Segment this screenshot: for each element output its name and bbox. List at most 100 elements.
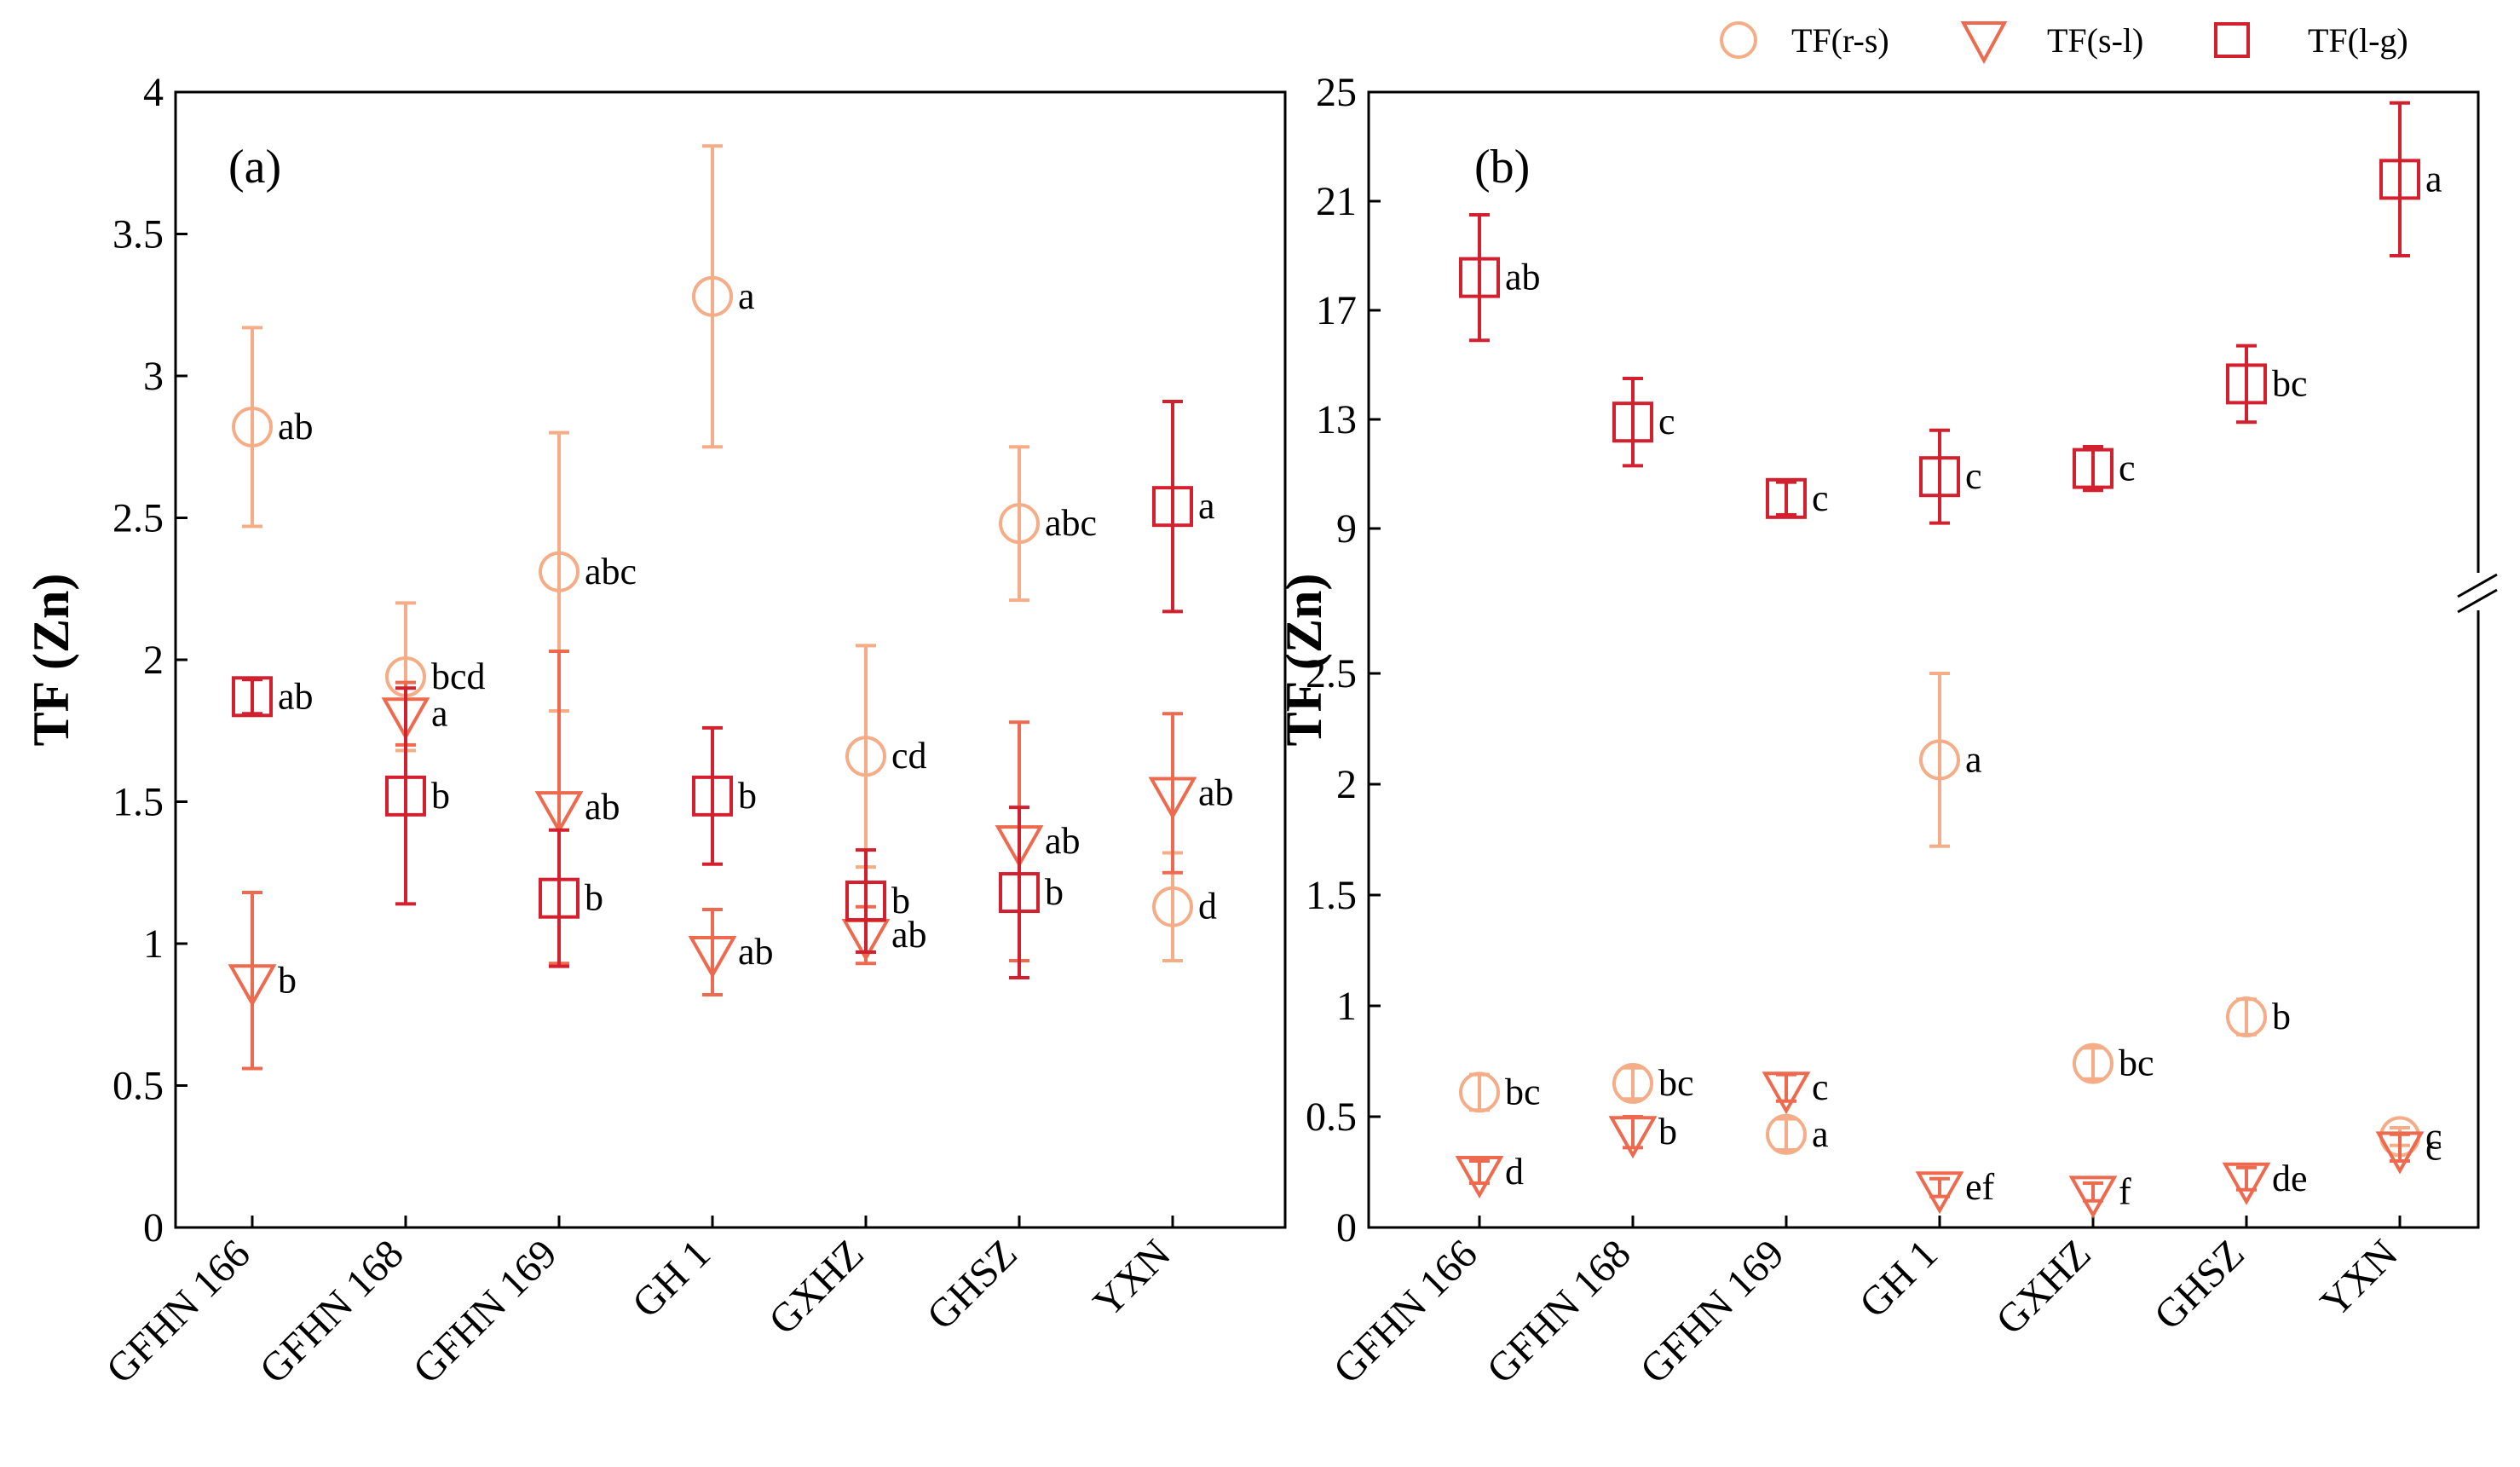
panel-b: (b) TF (Zn) 0 0.5 1 1.5 2 2.5 9 13 17 21 25 GFHN 1… bbox=[1276, 70, 2498, 1393]
tf-l-g--point bbox=[692, 775, 733, 817]
tf-s-l--letter: ef bbox=[1965, 1166, 1995, 1208]
x-tick-label: GH 1 bbox=[1851, 1231, 1946, 1326]
tf-r-s--point bbox=[999, 503, 1040, 545]
panel-b-ylabel: TF (Zn) bbox=[1276, 574, 1332, 747]
tf-r-s--letter: abc bbox=[1045, 502, 1097, 544]
tf-r-s--letter: cd bbox=[891, 735, 927, 777]
tf-l-g--letter: ab bbox=[278, 675, 314, 717]
tf-r-s--letter: ab bbox=[278, 406, 314, 448]
x-tick-label: GFHN 166 bbox=[1324, 1231, 1485, 1392]
x-tick-label: GFHN 168 bbox=[251, 1231, 412, 1392]
x-tick-label: GFHN 166 bbox=[97, 1231, 258, 1392]
y-tick-label: 2 bbox=[1336, 762, 1357, 807]
tf-l-g--point bbox=[999, 872, 1040, 914]
tf-l-g--letter: b bbox=[431, 775, 450, 817]
tf-s-l--point bbox=[1915, 1171, 1964, 1215]
tf-r-s--point bbox=[1459, 1071, 1500, 1113]
tf-l-g--letter: c bbox=[2119, 448, 2136, 489]
tf-l-g--letter: c bbox=[1965, 455, 1982, 497]
panel-b-y-axis: 0 0.5 1 1.5 2 2.5 9 13 17 21 25 bbox=[1306, 70, 1381, 1250]
tf-s-l--letter: a bbox=[431, 692, 448, 734]
panel-a: (a) TF (Zn) 00.511.522.533.54 GFHN 166GF… bbox=[23, 70, 1287, 1393]
tf-s-l--letter: ab bbox=[1198, 772, 1234, 814]
tf-r-s--letter: bc bbox=[2119, 1042, 2154, 1084]
tf-r-s--letter: a bbox=[1812, 1113, 1829, 1155]
legend-sl-marker bbox=[1960, 21, 2008, 65]
tf-l-g--point bbox=[1459, 257, 1500, 298]
panel-a-y-axis: 0 0.5 1 1.5 2 2.5 3 3.5 4 bbox=[112, 70, 187, 1250]
tf-l-g--point bbox=[1766, 477, 1807, 519]
tf-r-s--letter: b bbox=[2272, 996, 2291, 1037]
tf-s-l--point bbox=[688, 935, 737, 979]
tf-s-l--point bbox=[2222, 1162, 2271, 1205]
y-tick-label: 1.5 bbox=[1306, 873, 1357, 918]
tf-l-g--point bbox=[2226, 363, 2267, 405]
tf-l-g--letter: b bbox=[1045, 871, 1064, 913]
tf-s-l--letter: c bbox=[1812, 1066, 1829, 1108]
tf-r-s--point bbox=[845, 736, 886, 777]
y-tick-label: 2.5 bbox=[1306, 651, 1357, 696]
panel-b-tag: (b) bbox=[1474, 141, 1530, 193]
y-tick-label: 0.5 bbox=[1306, 1094, 1357, 1140]
x-tick-label: GHSZ bbox=[919, 1231, 1026, 1338]
legend-sl-label: TF(s-l) bbox=[2047, 21, 2143, 60]
tf-l-g--point bbox=[385, 775, 426, 817]
tf-s-l--letter: b bbox=[278, 959, 297, 1001]
tf-l-g--point bbox=[539, 877, 580, 919]
y-tick-label: 2 bbox=[143, 638, 164, 683]
tf-l-g--point bbox=[2379, 159, 2420, 200]
tf-r-s--point bbox=[1919, 739, 1960, 781]
y-tick-label: 3 bbox=[143, 354, 164, 399]
tf-r-s--point bbox=[692, 275, 733, 317]
y-tick-label: 0 bbox=[1336, 1205, 1357, 1250]
legend-rs-marker bbox=[1720, 21, 1757, 59]
tf-s-l--point bbox=[1148, 777, 1197, 820]
tf-l-g--letter: c bbox=[1812, 477, 1829, 519]
tf-s-l--letter: de bbox=[2272, 1158, 2308, 1199]
x-tick-label: YXN bbox=[1085, 1231, 1179, 1325]
tf-r-s--point bbox=[232, 406, 273, 448]
tf-s-l--point bbox=[228, 964, 277, 1008]
x-tick-label: GH 1 bbox=[624, 1231, 719, 1326]
tf-r-s--letter: abc bbox=[585, 551, 637, 592]
y-tick-label: 1 bbox=[1336, 984, 1357, 1029]
tf-s-l--letter: ab bbox=[891, 914, 927, 956]
legend-lg-marker bbox=[2214, 22, 2250, 58]
tf-s-l--point bbox=[534, 791, 584, 835]
tf-s-l--letter: f bbox=[2119, 1170, 2131, 1212]
tf-r-s--point bbox=[1766, 1113, 1807, 1155]
tf-r-s--point bbox=[2073, 1042, 2113, 1084]
tf-r-s--point bbox=[539, 551, 580, 592]
tf-r-s--letter: c bbox=[2425, 1115, 2442, 1157]
tf-l-g--point bbox=[1612, 401, 1653, 443]
tf-l-g--letter: b bbox=[585, 877, 603, 919]
tf-l-g--letter: ab bbox=[1505, 257, 1541, 298]
tf-r-s--point bbox=[1152, 886, 1193, 927]
axis-break-mark bbox=[2457, 573, 2498, 614]
tf-l-g--letter: c bbox=[1658, 401, 1675, 442]
y-tick-label: 4 bbox=[143, 70, 164, 115]
tf-r-s--letter: bc bbox=[1658, 1062, 1694, 1104]
tf-s-l--letter: ab bbox=[1045, 820, 1081, 862]
panel-b-frame bbox=[1367, 90, 2480, 1229]
x-tick-label: GXHZ bbox=[760, 1231, 873, 1343]
x-tick-label: GHSZ bbox=[2146, 1231, 2253, 1338]
tf-r-s--letter: bc bbox=[1505, 1071, 1541, 1112]
tf-r-s--letter: a bbox=[1965, 738, 1982, 780]
tf-s-l--point bbox=[2068, 1175, 2118, 1219]
tf-s-l--point bbox=[1762, 1071, 1811, 1115]
y-tick-label: 3.5 bbox=[112, 212, 164, 257]
y-tick-label: 9 bbox=[1336, 506, 1357, 552]
tf-s-l--letter: c bbox=[2425, 1126, 2442, 1168]
tf-r-s--point bbox=[2226, 996, 2267, 1037]
x-tick-label: GFHN 169 bbox=[1631, 1231, 1792, 1392]
tf-l-g--letter: b bbox=[738, 775, 757, 817]
tf-l-g--point bbox=[845, 881, 886, 922]
panel-a-frame bbox=[174, 90, 1287, 1229]
tf-r-s--letter: d bbox=[1198, 886, 1217, 927]
tf-l-g--letter: bc bbox=[2272, 362, 2308, 404]
